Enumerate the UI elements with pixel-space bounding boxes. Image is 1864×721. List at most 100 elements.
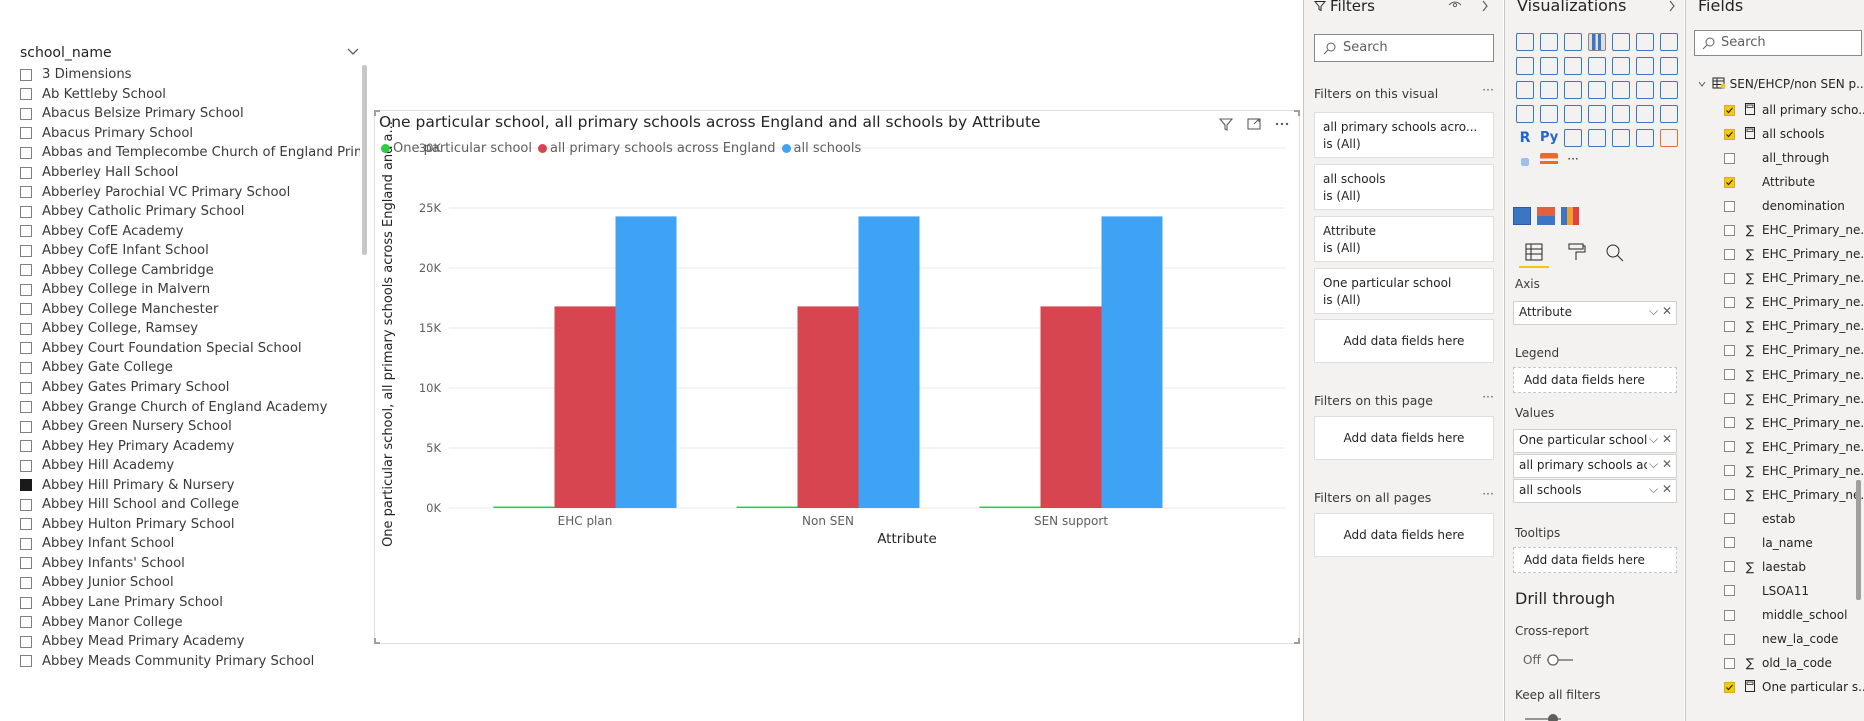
multi-row-card-icon[interactable]	[1564, 105, 1582, 123]
fields-tab-icon[interactable]	[1523, 241, 1545, 263]
field-checkbox[interactable]	[1724, 248, 1735, 260]
field-checkbox[interactable]	[1724, 417, 1735, 429]
kpi-icon[interactable]	[1588, 105, 1606, 123]
field-checkbox[interactable]	[1724, 128, 1735, 140]
slicer-checkbox[interactable]	[20, 107, 32, 120]
ribbon-chart-icon[interactable]	[1612, 57, 1630, 75]
field-item[interactable]: la_name	[1724, 531, 1864, 555]
slicer-checkbox[interactable]	[20, 166, 32, 179]
slicer-item[interactable]: Abbey College, Ramsey	[20, 319, 360, 339]
legend-drop-zone[interactable]: Add data fields here	[1513, 367, 1677, 393]
add-report-filter-drop[interactable]: Add data fields here	[1314, 513, 1494, 557]
field-checkbox[interactable]	[1724, 681, 1735, 693]
slicer-item[interactable]: Abbey College Cambridge	[20, 260, 360, 280]
slicer-checkbox[interactable]	[20, 440, 32, 453]
slicer-item[interactable]: Abbey Court Foundation Special School	[20, 339, 360, 359]
focus-mode-icon[interactable]	[1245, 115, 1263, 133]
slicer-item[interactable]: Abbey Hill Primary & Nursery	[20, 475, 360, 495]
table-icon[interactable]	[1636, 105, 1654, 123]
legend-item[interactable]: One particular school	[381, 141, 532, 156]
custom-visual-icon[interactable]	[1561, 207, 1579, 225]
custom-visual-icon[interactable]	[1537, 207, 1555, 225]
slicer-item[interactable]: Abbey Grange Church of England Academy	[20, 397, 360, 417]
field-item[interactable]: estab	[1724, 507, 1864, 531]
more-options-icon[interactable]	[1273, 115, 1291, 133]
field-item[interactable]: LSOA11	[1724, 579, 1864, 603]
treemap-icon[interactable]	[1588, 81, 1606, 99]
field-checkbox[interactable]	[1724, 585, 1735, 597]
field-checkbox[interactable]	[1724, 176, 1735, 188]
custom-visual-icon[interactable]	[1513, 207, 1531, 225]
python-visual-icon[interactable]: Py	[1540, 130, 1559, 145]
field-checkbox[interactable]	[1724, 200, 1735, 212]
field-item[interactable]: denomination	[1724, 194, 1864, 218]
slicer-item[interactable]: Abbey Manor College	[20, 612, 360, 632]
legend-item[interactable]: all primary schools across England	[538, 141, 776, 156]
waterfall-icon[interactable]	[1636, 57, 1654, 75]
100-stacked-bar-icon[interactable]	[1612, 33, 1630, 51]
field-item[interactable]: ∑ EHC_Primary_ne...	[1724, 483, 1864, 507]
slicer-checkbox[interactable]	[20, 616, 32, 629]
more-options-icon[interactable]: ···	[1482, 486, 1494, 501]
field-checkbox[interactable]	[1724, 465, 1735, 477]
filter-card[interactable]: Attribute is (All)	[1314, 216, 1494, 262]
field-item[interactable]: ∑ EHC_Primary_ne...	[1724, 218, 1864, 242]
axis-field-well[interactable]: Attribute ⌵ ✕	[1513, 301, 1677, 325]
field-item[interactable]: Attribute	[1724, 170, 1864, 194]
field-item[interactable]: ∑ EHC_Primary_ne...	[1724, 411, 1864, 435]
field-checkbox[interactable]	[1724, 224, 1735, 236]
slicer-checkbox[interactable]	[20, 205, 32, 218]
add-page-filter-drop[interactable]: Add data fields here	[1314, 416, 1494, 460]
field-item[interactable]: ∑ EHC_Primary_ne...	[1724, 459, 1864, 483]
slicer-item[interactable]: Abbey Junior School	[20, 573, 360, 593]
decomposition-icon[interactable]	[1540, 153, 1558, 171]
field-checkbox[interactable]	[1724, 561, 1735, 573]
slicer-checkbox[interactable]	[20, 459, 32, 472]
slicer-item[interactable]: Abbey Green Nursery School	[20, 417, 360, 437]
collapse-pane-icon[interactable]	[1480, 0, 1490, 12]
slicer-item[interactable]: Abbey Infant School	[20, 534, 360, 554]
fields-search-input[interactable]: Search	[1694, 30, 1862, 56]
decomposition-tree-icon[interactable]	[1588, 129, 1606, 147]
field-well-controls[interactable]: ⌵ ✕	[1647, 432, 1672, 447]
key-influencers-icon[interactable]	[1564, 129, 1582, 147]
field-checkbox[interactable]	[1724, 393, 1735, 405]
toggle-switch[interactable]	[1545, 653, 1575, 667]
donut-chart-icon[interactable]	[1564, 81, 1582, 99]
more-options-icon[interactable]: ···	[1567, 152, 1579, 166]
slicer-checkbox[interactable]	[20, 518, 32, 531]
tooltips-drop-zone[interactable]: Add data fields here	[1513, 547, 1677, 573]
slicer-checkbox[interactable]	[20, 596, 32, 609]
clustered-bar-icon[interactable]	[1564, 33, 1582, 51]
more-options-icon[interactable]: ···	[1482, 389, 1494, 404]
format-paint-roller-icon[interactable]	[1565, 241, 1587, 263]
slicer-checkbox[interactable]	[20, 420, 32, 433]
100-stacked-column-icon[interactable]	[1636, 33, 1654, 51]
bar[interactable]	[1101, 216, 1163, 508]
slicer-checkbox[interactable]	[20, 635, 32, 648]
filters-search-input[interactable]: Search	[1314, 34, 1494, 62]
slicer-item[interactable]: Abbey CofE Infant School	[20, 241, 360, 261]
slicer-item[interactable]: Abacus Primary School	[20, 124, 360, 144]
slicer-checkbox[interactable]	[20, 127, 32, 140]
field-item[interactable]: ∑ EHC_Primary_ne...	[1724, 338, 1864, 362]
field-checkbox[interactable]	[1724, 537, 1735, 549]
slicer-checkbox[interactable]	[20, 283, 32, 296]
slicer-icon[interactable]	[1612, 105, 1630, 123]
slicer-item[interactable]: Abbey Hey Primary Academy	[20, 436, 360, 456]
slicer-item[interactable]: 3 Dimensions	[20, 65, 360, 85]
slicer-item[interactable]: Abbey Mead Primary Academy	[20, 632, 360, 652]
slicer-checkbox[interactable]	[20, 68, 32, 81]
field-item[interactable]: middle_school	[1724, 603, 1864, 627]
legend-item[interactable]: all schools	[781, 141, 861, 156]
field-checkbox[interactable]	[1724, 369, 1735, 381]
field-checkbox[interactable]	[1724, 657, 1735, 669]
slicer-item[interactable]: Abbey Catholic Primary School	[20, 202, 360, 222]
filter-card[interactable]: One particular school is (All)	[1314, 268, 1494, 314]
field-item[interactable]: new_la_code	[1724, 627, 1864, 651]
shape-map-icon[interactable]	[1660, 81, 1678, 99]
value-field-well[interactable]: One particular school ⌵ ✕	[1513, 429, 1677, 453]
chevron-down-icon[interactable]	[346, 44, 360, 58]
map-icon[interactable]	[1612, 81, 1630, 99]
scatter-icon[interactable]	[1516, 81, 1534, 99]
